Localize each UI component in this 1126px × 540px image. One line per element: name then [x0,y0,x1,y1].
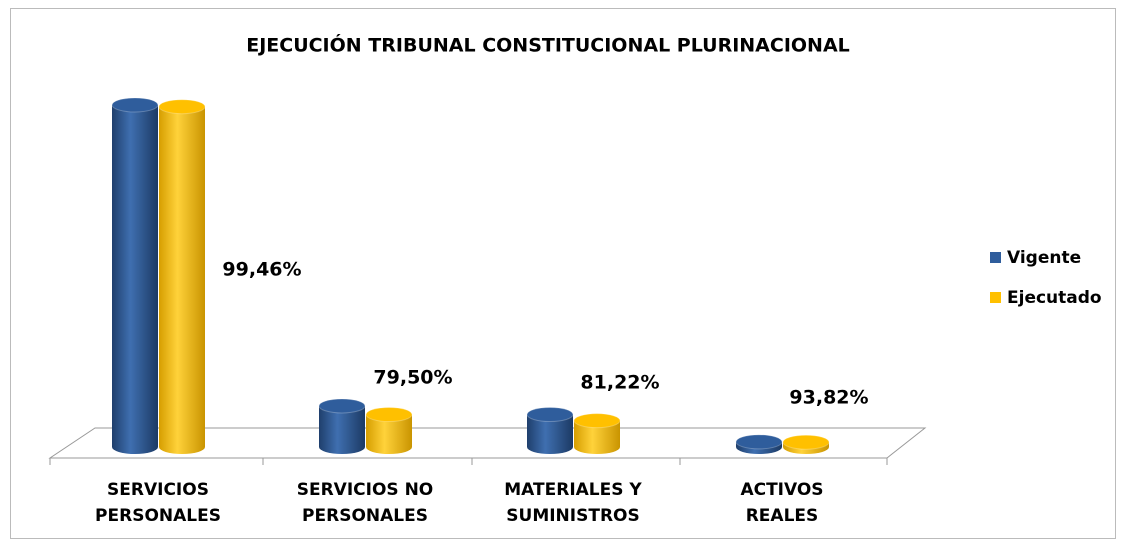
bar-top [365,407,413,423]
bar [782,434,830,454]
bar-body [366,414,412,454]
bar [158,99,206,455]
data-label: 99,46% [222,259,301,281]
x-tick-label: SUMINISTROS [506,506,639,526]
x-tick-label: PERSONALES [302,506,428,526]
legend-label: Ejecutado [1007,288,1102,308]
bar [526,407,574,454]
bar-top [158,99,206,115]
data-label: 93,82% [789,387,868,409]
legend-swatch [990,292,1001,303]
x-tick-label: PERSONALES [95,506,221,526]
bar-body [527,414,573,454]
x-tick-label: ACTIVOS [740,480,823,500]
floor [48,427,927,459]
bar-body [574,420,620,454]
bar-body [112,105,158,454]
bar-body [159,106,205,455]
bar-top [782,434,830,450]
bar-top [318,398,366,414]
chart-title: EJECUCIÓN TRIBUNAL CONSTITUCIONAL PLURIN… [246,33,850,57]
bar [111,97,159,454]
bar-top [111,97,159,113]
legend-label: Vigente [1007,248,1081,268]
data-label: 79,50% [373,367,452,389]
bar [318,398,366,454]
x-tick-label: SERVICIOS NO [297,480,434,500]
bar [735,434,783,454]
x-tick-label: SERVICIOS [107,480,209,500]
bar-top [735,434,783,450]
data-label: 81,22% [580,372,659,394]
x-tick-label: MATERIALES Y [504,480,642,500]
bar-top [526,407,574,423]
bar-body [319,405,365,454]
bar [365,407,413,454]
legend-swatch [990,252,1001,263]
bar-top [573,413,621,429]
bar [573,413,621,454]
x-tick-label: REALES [746,506,819,526]
